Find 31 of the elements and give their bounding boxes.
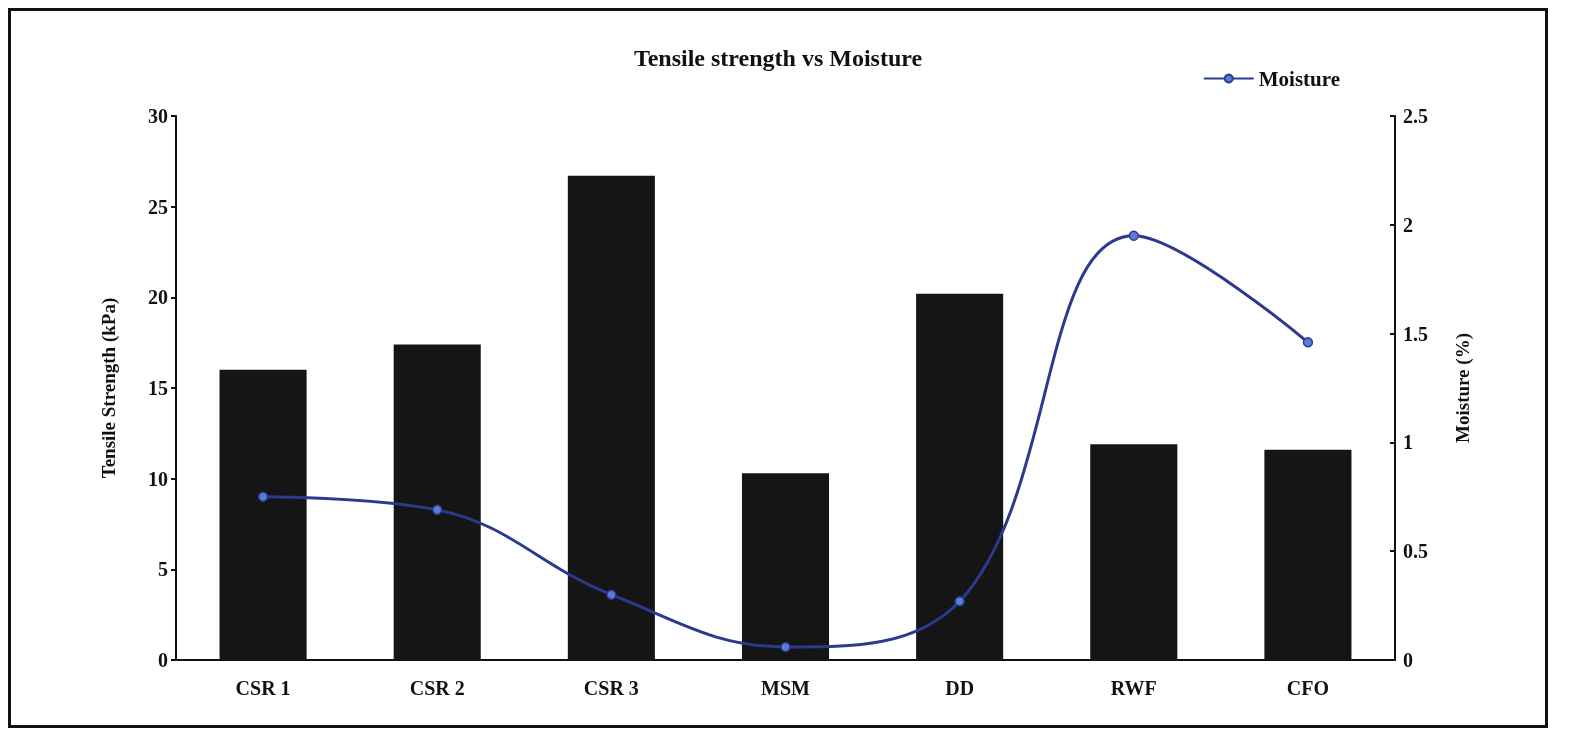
y-axis-title: Tensile Strength (kPa) xyxy=(98,297,120,479)
chart-title: Tensile strength vs Moisture xyxy=(633,45,923,71)
point xyxy=(606,589,617,600)
point xyxy=(1128,230,1140,241)
x-tick-label: CSR 1 xyxy=(235,677,291,699)
y-tick-label: 5 xyxy=(158,558,168,581)
x-tick-label: DD xyxy=(945,677,975,699)
y2-tick-label: 2 xyxy=(1403,213,1413,236)
y2-tick-label: 2.5 xyxy=(1403,105,1428,127)
y2-tick-label: 1.5 xyxy=(1403,322,1428,345)
x-tick-label: CFO xyxy=(1286,677,1330,699)
point xyxy=(780,641,791,653)
x-tick-label: CSR 2 xyxy=(409,677,465,699)
y-tick-label: 25 xyxy=(148,195,168,218)
y-tick-label: 0 xyxy=(158,649,168,671)
legend-label: Moisture xyxy=(1258,66,1340,91)
point xyxy=(954,596,965,607)
y-tick-label: 15 xyxy=(148,377,168,399)
x-tick-label: CSR 3 xyxy=(583,677,639,699)
point xyxy=(1302,337,1314,348)
y2-axis-title: Moisture (%) xyxy=(1452,333,1474,443)
y-tick-label: 20 xyxy=(148,286,168,309)
x-tick-label: MSM xyxy=(761,677,811,699)
y2-tick-label: 0 xyxy=(1403,649,1413,671)
point xyxy=(431,504,443,516)
y-tick-label: 30 xyxy=(148,105,168,127)
x-tick-label: RWF xyxy=(1110,677,1157,699)
point xyxy=(257,491,269,503)
y2-tick-label: 0.5 xyxy=(1403,540,1428,563)
y2-tick-label: 1 xyxy=(1403,431,1413,454)
y-tick-label: 10 xyxy=(148,467,168,490)
